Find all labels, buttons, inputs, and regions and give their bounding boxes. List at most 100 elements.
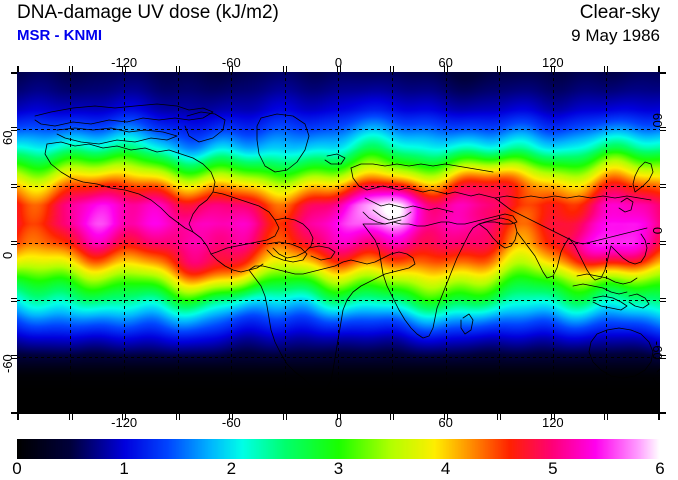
x-frame-gap bbox=[608, 66, 658, 72]
x-frame-gap bbox=[233, 66, 283, 72]
y-frame-gap bbox=[660, 302, 666, 355]
x-tick-mark bbox=[177, 414, 179, 420]
x-tick-mark bbox=[338, 66, 340, 72]
y-frame-gap bbox=[11, 302, 17, 355]
x-tick-mark bbox=[552, 414, 554, 420]
x-frame-gap bbox=[19, 414, 69, 420]
colorbar-tick-5: 5 bbox=[548, 459, 558, 478]
x-tick-mark bbox=[498, 414, 500, 420]
y-frame-gap bbox=[660, 245, 666, 298]
uv-dose-map bbox=[17, 72, 660, 414]
x-frame-gap bbox=[341, 66, 390, 72]
x-frame-gap bbox=[126, 414, 176, 420]
y-tick-mark bbox=[11, 128, 17, 130]
colorbar-tick-3: 3 bbox=[333, 459, 344, 478]
colorbar-tick-0: 0 bbox=[12, 459, 22, 478]
x-frame-gap bbox=[180, 414, 229, 420]
x-tick-mark bbox=[391, 66, 393, 72]
y-tick-mark bbox=[660, 128, 666, 130]
x-frame-gap bbox=[608, 414, 658, 420]
x-tick-label-bottom-0: -120 bbox=[111, 415, 138, 430]
x-frame-gap bbox=[501, 66, 551, 72]
y-tick-mark bbox=[660, 299, 666, 301]
y-frame-gap bbox=[11, 131, 17, 184]
y-frame-gap bbox=[11, 74, 17, 127]
x-tick-mark bbox=[445, 414, 447, 420]
x-tick-mark bbox=[70, 66, 72, 72]
x-tick-mark bbox=[284, 66, 286, 72]
x-tick-mark bbox=[605, 66, 607, 72]
x-tick-label-bottom-4: 120 bbox=[541, 415, 564, 430]
x-tick-mark bbox=[284, 414, 286, 420]
y-tick-mark bbox=[11, 299, 17, 301]
y-tick-mark bbox=[660, 185, 666, 187]
x-tick-label-top-4: 120 bbox=[541, 55, 564, 70]
y-frame-gap bbox=[660, 188, 666, 241]
x-frame-gap bbox=[394, 414, 444, 420]
x-tick-mark bbox=[445, 66, 447, 72]
x-tick-mark bbox=[177, 66, 179, 72]
x-frame-gap bbox=[448, 66, 497, 72]
y-frame-gap bbox=[11, 245, 17, 298]
x-frame-gap bbox=[555, 414, 604, 420]
x-frame-gap bbox=[394, 66, 444, 72]
x-frame-gap bbox=[448, 414, 497, 420]
sky-condition-label: Clear-sky bbox=[579, 2, 660, 23]
y-tick-label-left-1: 0 bbox=[0, 251, 15, 259]
x-frame-gap bbox=[180, 66, 229, 72]
y-tick-mark bbox=[11, 185, 17, 187]
y-tick-mark bbox=[11, 356, 17, 358]
graticule-overlay bbox=[17, 72, 660, 414]
x-tick-label-top-3: 60 bbox=[438, 55, 453, 70]
page-title: DNA-damage UV dose (kJ/m2) bbox=[17, 2, 279, 23]
colorbar-tick-4: 4 bbox=[440, 459, 451, 478]
x-tick-label-top-2: 0 bbox=[334, 55, 343, 70]
y-frame-gap bbox=[660, 359, 666, 412]
x-tick-mark bbox=[605, 414, 607, 420]
x-frame-gap bbox=[287, 66, 337, 72]
x-tick-mark bbox=[123, 66, 125, 72]
colorbar-gradient bbox=[17, 439, 660, 459]
x-frame-gap bbox=[341, 414, 390, 420]
date-label: 9 May 1986 bbox=[571, 26, 660, 45]
y-frame-gap bbox=[660, 74, 666, 127]
x-frame-gap bbox=[287, 414, 337, 420]
x-tick-mark bbox=[391, 414, 393, 420]
x-tick-mark bbox=[70, 414, 72, 420]
y-tick-label-left-0: 60 bbox=[0, 130, 15, 145]
y-frame-gap bbox=[11, 359, 17, 412]
y-tick-label-right-1: 0 bbox=[650, 227, 665, 235]
y-tick-mark bbox=[660, 242, 666, 244]
y-tick-label-left-2: -60 bbox=[0, 354, 15, 373]
x-frame-gap bbox=[19, 66, 69, 72]
x-tick-label-top-0: -120 bbox=[111, 55, 138, 70]
x-tick-label-bottom-2: 0 bbox=[334, 415, 343, 430]
colorbar-tick-1: 1 bbox=[119, 459, 129, 478]
x-tick-mark bbox=[123, 414, 125, 420]
x-tick-mark bbox=[230, 66, 232, 72]
x-frame-gap bbox=[555, 66, 604, 72]
colorbar-tick-2: 2 bbox=[226, 459, 237, 478]
y-tick-label-right-0: 60 bbox=[650, 113, 665, 128]
x-tick-mark bbox=[338, 414, 340, 420]
x-frame-gap bbox=[501, 414, 551, 420]
x-frame-gap bbox=[73, 66, 122, 72]
x-tick-mark bbox=[230, 414, 232, 420]
chart-header: DNA-damage UV dose (kJ/m2) MSR - KNMI Cl… bbox=[0, 0, 678, 52]
x-frame-gap bbox=[233, 414, 283, 420]
x-tick-label-top-1: -60 bbox=[221, 55, 241, 70]
y-tick-mark bbox=[11, 242, 17, 244]
data-source-label: MSR - KNMI bbox=[17, 27, 102, 44]
x-tick-label-bottom-1: -60 bbox=[221, 415, 241, 430]
x-tick-label-bottom-3: 60 bbox=[438, 415, 453, 430]
y-tick-label-right-2: -60 bbox=[650, 341, 665, 360]
colorbar-tick-6: 6 bbox=[655, 459, 665, 478]
y-frame-gap bbox=[11, 188, 17, 241]
x-tick-mark bbox=[552, 66, 554, 72]
colorbar bbox=[17, 439, 660, 459]
x-frame-gap bbox=[126, 66, 176, 72]
y-frame-gap bbox=[660, 131, 666, 184]
x-frame-gap bbox=[73, 414, 122, 420]
y-tick-mark bbox=[660, 356, 666, 358]
x-tick-mark bbox=[498, 66, 500, 72]
